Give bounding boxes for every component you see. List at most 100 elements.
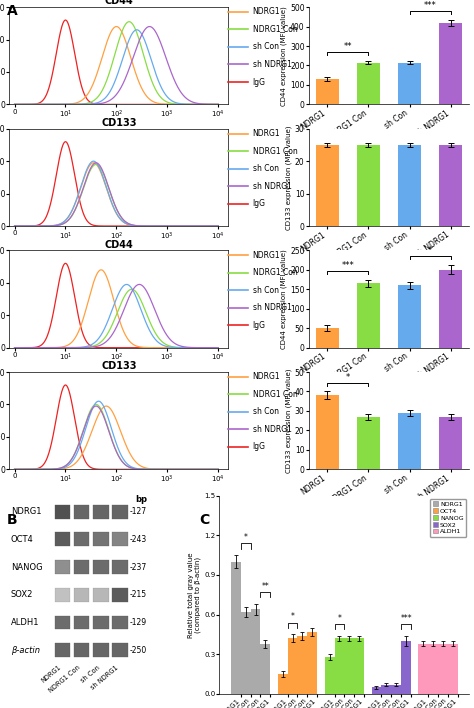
- Text: ***: ***: [424, 1, 437, 10]
- Y-axis label: CD44 expression (MFI value): CD44 expression (MFI value): [281, 6, 287, 105]
- Text: NDRG1 Con: NDRG1 Con: [253, 268, 297, 278]
- Bar: [55, 505, 70, 518]
- Bar: [439, 23, 462, 104]
- Bar: [398, 285, 421, 348]
- Text: -215: -215: [130, 590, 147, 599]
- Bar: [112, 644, 128, 657]
- Bar: [55, 560, 70, 574]
- Bar: [439, 270, 462, 348]
- Text: NDRG1: NDRG1: [253, 8, 280, 16]
- Bar: [112, 560, 128, 574]
- Y-axis label: CD44 expression (MFI value): CD44 expression (MFI value): [281, 249, 287, 349]
- Text: -129: -129: [130, 618, 147, 627]
- Text: *: *: [337, 614, 341, 622]
- Bar: [112, 615, 128, 629]
- Text: IgG: IgG: [253, 77, 265, 86]
- Text: *: *: [244, 533, 247, 542]
- Bar: [112, 532, 128, 547]
- Text: SOX2: SOX2: [11, 590, 33, 599]
- Bar: [357, 62, 380, 104]
- Text: **: **: [262, 582, 269, 590]
- Text: C: C: [199, 513, 210, 527]
- Text: sh Con: sh Con: [253, 42, 279, 52]
- Bar: [316, 329, 338, 348]
- Text: *: *: [428, 246, 432, 256]
- Bar: [398, 62, 421, 104]
- Text: bp: bp: [135, 495, 147, 503]
- Text: NDRG1: NDRG1: [253, 251, 280, 260]
- Text: NDRG1: NDRG1: [40, 664, 63, 684]
- Text: β-actin: β-actin: [11, 646, 40, 655]
- Bar: [372, 687, 382, 694]
- Text: IgG: IgG: [253, 321, 265, 330]
- Bar: [93, 615, 109, 629]
- Text: NANOG: NANOG: [11, 563, 43, 571]
- Text: sh NDRG1: sh NDRG1: [253, 303, 292, 312]
- Bar: [357, 145, 380, 226]
- Text: ALDH1: ALDH1: [11, 618, 39, 627]
- Bar: [55, 588, 70, 602]
- Bar: [428, 644, 438, 694]
- Bar: [251, 610, 260, 694]
- Text: NDRG1 Con: NDRG1 Con: [253, 147, 297, 156]
- Text: *: *: [346, 372, 350, 382]
- Text: sh Con: sh Con: [253, 407, 279, 416]
- Text: A: A: [7, 4, 18, 18]
- Bar: [307, 632, 317, 694]
- Bar: [398, 145, 421, 226]
- Text: NDRG1 Con: NDRG1 Con: [253, 390, 297, 399]
- Text: ***: ***: [341, 261, 354, 270]
- Bar: [382, 685, 391, 694]
- Bar: [316, 145, 338, 226]
- Text: sh Con: sh Con: [253, 286, 279, 295]
- Legend: NDRG1, OCT4, NANOG, SOX2, ALDH1: NDRG1, OCT4, NANOG, SOX2, ALDH1: [430, 499, 466, 537]
- Text: -127: -127: [130, 507, 147, 516]
- Text: -250: -250: [129, 646, 147, 655]
- Bar: [55, 615, 70, 629]
- Bar: [93, 505, 109, 518]
- Bar: [74, 560, 90, 574]
- Bar: [391, 685, 401, 694]
- Title: CD133: CD133: [101, 361, 137, 371]
- Bar: [231, 561, 241, 694]
- Bar: [74, 615, 90, 629]
- Bar: [419, 644, 428, 694]
- Bar: [93, 532, 109, 547]
- Y-axis label: CD133 expression (MFI value): CD133 expression (MFI value): [285, 368, 292, 473]
- Text: NDRG1 Con: NDRG1 Con: [48, 664, 82, 694]
- Bar: [241, 612, 251, 694]
- Text: sh NDRG1: sh NDRG1: [90, 664, 120, 690]
- Text: NDRG1 Con: NDRG1 Con: [253, 25, 297, 34]
- Bar: [288, 639, 298, 694]
- Bar: [74, 588, 90, 602]
- Title: CD133: CD133: [101, 118, 137, 128]
- Bar: [74, 644, 90, 657]
- Bar: [316, 79, 338, 104]
- Bar: [93, 644, 109, 657]
- Text: sh NDRG1: sh NDRG1: [253, 425, 292, 434]
- Bar: [448, 644, 458, 694]
- Bar: [354, 639, 364, 694]
- Text: *: *: [291, 612, 294, 621]
- Text: **: **: [344, 42, 352, 51]
- Text: sh NDRG1: sh NDRG1: [253, 182, 292, 190]
- Text: IgG: IgG: [253, 199, 265, 208]
- Text: OCT4: OCT4: [11, 535, 34, 544]
- Bar: [357, 283, 380, 348]
- Text: NDRG1: NDRG1: [253, 372, 280, 382]
- Title: CD44: CD44: [105, 0, 133, 6]
- Bar: [438, 644, 448, 694]
- Bar: [298, 636, 307, 694]
- Text: -243: -243: [129, 535, 147, 544]
- Text: sh NDRG1: sh NDRG1: [253, 60, 292, 69]
- Text: sh Con: sh Con: [253, 164, 279, 173]
- Bar: [74, 532, 90, 547]
- Text: ***: ***: [400, 614, 412, 622]
- Bar: [325, 657, 335, 694]
- Text: -237: -237: [129, 563, 147, 571]
- Bar: [335, 639, 345, 694]
- Bar: [112, 505, 128, 518]
- Bar: [93, 560, 109, 574]
- Text: B: B: [7, 513, 18, 527]
- Bar: [278, 674, 288, 694]
